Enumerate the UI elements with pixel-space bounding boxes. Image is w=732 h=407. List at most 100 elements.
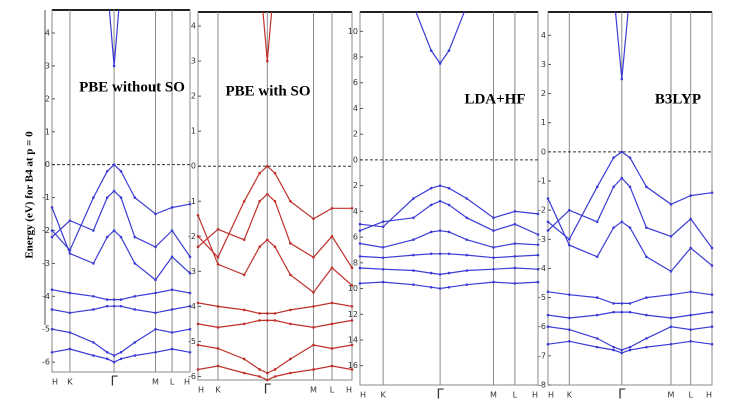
band-point — [669, 270, 673, 273]
band-point — [513, 210, 517, 213]
band-point — [92, 262, 95, 265]
band-point — [119, 357, 123, 361]
band-point — [105, 235, 109, 239]
y-tick-label: 1 — [541, 118, 546, 127]
band-point — [312, 217, 315, 221]
band-point — [170, 308, 174, 311]
band-point — [492, 216, 495, 220]
band-line — [360, 253, 538, 259]
band-point — [258, 368, 261, 371]
band-point — [429, 271, 433, 275]
band-line — [52, 163, 190, 252]
band-point — [266, 378, 269, 382]
band-point — [92, 196, 95, 199]
band-point — [312, 305, 315, 308]
band-point — [546, 313, 550, 317]
band-point — [289, 357, 292, 361]
band-point — [689, 328, 692, 331]
band-point — [492, 280, 495, 284]
band-point — [266, 59, 269, 63]
band-point — [258, 375, 261, 378]
band-line — [548, 151, 712, 241]
band-line — [548, 326, 712, 351]
y-tick-label: 4 — [191, 22, 196, 31]
band-point — [154, 327, 157, 331]
band-point — [645, 226, 648, 229]
x-tick-label: H — [52, 378, 58, 387]
band-point — [68, 331, 72, 334]
band-line — [198, 193, 352, 269]
band-point — [312, 343, 315, 347]
x-tick-label: Γ — [264, 383, 272, 398]
band-point — [273, 368, 277, 371]
band-point — [438, 199, 442, 203]
band-point — [133, 235, 137, 239]
band-point — [50, 327, 54, 331]
y-tick-label: -5 — [42, 325, 50, 334]
band-point — [412, 238, 415, 241]
y-tick-label: 0 — [45, 160, 50, 169]
y-tick-label: -1 — [188, 197, 196, 206]
band-point — [546, 220, 550, 224]
band-point — [620, 77, 624, 81]
band-point — [513, 266, 517, 270]
band-point — [258, 319, 261, 322]
band-point — [188, 327, 192, 331]
band-point — [216, 263, 220, 266]
y-tick-label: 10 — [348, 27, 358, 36]
band-point — [112, 229, 116, 232]
band-point — [595, 255, 599, 259]
band-point — [689, 313, 692, 317]
y-tick-label: 3 — [541, 60, 546, 69]
y-tick-label: 6 — [353, 233, 358, 242]
band-point — [350, 319, 354, 322]
x-tick-label: H — [532, 391, 538, 400]
band-point — [154, 350, 157, 354]
band-point — [669, 325, 673, 329]
x-tick-label: M — [668, 391, 675, 400]
band-point — [628, 302, 632, 305]
band-point — [438, 62, 442, 65]
band-point — [50, 235, 54, 239]
y-tick-label: 0 — [191, 162, 196, 171]
band-point — [112, 304, 116, 308]
band-point — [513, 242, 517, 245]
band-point — [492, 229, 495, 232]
band-point — [465, 197, 469, 200]
band-point — [710, 293, 714, 296]
band-point — [358, 222, 362, 226]
plot-frame — [359, 11, 539, 386]
band-point — [273, 319, 277, 322]
y-tick-label: -6 — [538, 322, 546, 331]
band-point — [620, 176, 624, 180]
band-point — [312, 291, 315, 294]
band-point — [447, 271, 451, 275]
band-point — [266, 164, 269, 168]
y-tick-label: -3 — [42, 259, 50, 268]
x-tick-label: L — [170, 378, 175, 387]
band-point — [330, 347, 334, 350]
band-point — [154, 311, 157, 315]
y-tick-label: 16 — [348, 361, 358, 370]
band-line — [360, 200, 538, 236]
band-point — [536, 253, 540, 257]
y-tick-label: -2 — [538, 206, 546, 215]
band-point — [358, 282, 362, 285]
band-point — [258, 312, 261, 315]
band-point — [119, 235, 123, 239]
band-point — [381, 225, 385, 229]
band-point — [350, 266, 354, 270]
band-point — [669, 203, 673, 206]
band-point — [546, 229, 550, 232]
band-point — [273, 375, 277, 378]
band-line — [52, 207, 190, 281]
x-tick-label: K — [215, 386, 221, 395]
band-point — [216, 305, 220, 308]
band-point — [645, 313, 648, 317]
x-tick-label: K — [567, 391, 573, 400]
band-point — [612, 302, 615, 305]
band-point — [105, 357, 109, 361]
y-tick-label: -3 — [188, 267, 196, 276]
band-line — [548, 177, 712, 249]
band-point — [412, 216, 415, 220]
